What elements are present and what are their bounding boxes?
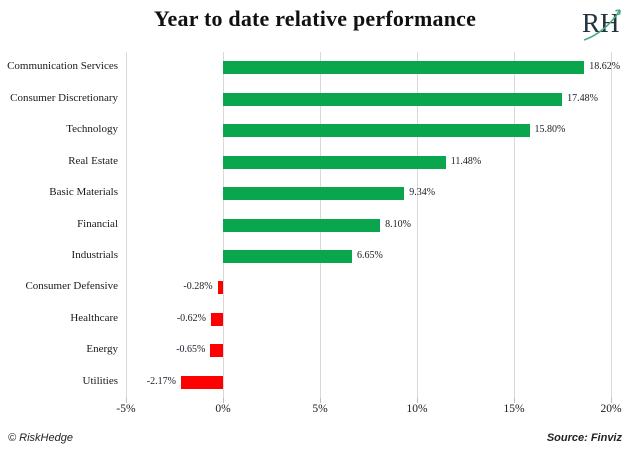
bar xyxy=(223,187,405,201)
chart-title: Year to date relative performance xyxy=(153,6,477,31)
x-axis-tick xyxy=(417,398,418,403)
x-axis-tick xyxy=(514,398,515,403)
value-label: -2.17% xyxy=(146,375,176,387)
bar xyxy=(210,312,223,326)
value-label: 15.80% xyxy=(534,124,566,136)
value-label: 6.65% xyxy=(357,249,383,261)
gridline xyxy=(126,52,127,398)
gridline xyxy=(417,52,418,398)
bar xyxy=(223,92,563,106)
value-label: 8.10% xyxy=(385,218,411,230)
category-label: Industrials xyxy=(71,248,118,261)
bar xyxy=(180,375,223,389)
category-label: Basic Materials xyxy=(49,186,118,199)
category-label: Financial xyxy=(77,217,118,230)
bar xyxy=(223,61,585,75)
gridline xyxy=(514,52,515,398)
logo-arrow-icon xyxy=(583,9,621,41)
bar xyxy=(217,281,223,295)
x-axis-tick xyxy=(126,398,127,403)
x-axis-tick xyxy=(611,398,612,403)
x-axis-tick-label: 10% xyxy=(406,403,428,415)
category-label: Communication Services xyxy=(7,60,118,73)
category-label: Consumer Defensive xyxy=(25,280,118,293)
x-axis-tick-label: -5% xyxy=(116,403,136,415)
x-axis-tick-label: 20% xyxy=(600,403,622,415)
value-label: 9.34% xyxy=(409,187,436,199)
value-label: -0.62% xyxy=(176,312,206,324)
value-label: 17.48% xyxy=(567,92,598,104)
x-axis-tick-label: 15% xyxy=(503,403,525,415)
gridline xyxy=(611,52,612,398)
bar xyxy=(223,124,530,138)
x-axis-tick-label: 5% xyxy=(312,403,328,415)
logo-arrowhead-icon xyxy=(615,9,621,15)
category-label: Utilities xyxy=(82,374,118,387)
bar xyxy=(210,344,223,358)
category-label: Real Estate xyxy=(68,154,118,167)
category-label: Consumer Discretionary xyxy=(10,91,118,104)
value-label: 18.62% xyxy=(589,61,621,73)
copyright-text: © RiskHedge xyxy=(8,432,73,444)
category-label: Healthcare xyxy=(70,311,118,324)
bar xyxy=(223,218,381,232)
value-label: -0.28% xyxy=(183,281,213,293)
x-axis-tick xyxy=(320,398,321,403)
value-label: -0.65% xyxy=(176,344,206,356)
source-text: Source: Finviz xyxy=(546,432,622,444)
value-label: 11.48% xyxy=(450,155,482,167)
bar xyxy=(223,155,446,169)
logo-letters: RH xyxy=(582,8,620,38)
x-axis-tick xyxy=(223,398,224,403)
bar xyxy=(223,249,352,263)
riskhedge-logo: RH xyxy=(582,8,621,41)
category-label: Technology xyxy=(66,123,118,136)
x-axis-tick-label: 0% xyxy=(215,403,231,415)
category-label: Energy xyxy=(86,343,118,356)
